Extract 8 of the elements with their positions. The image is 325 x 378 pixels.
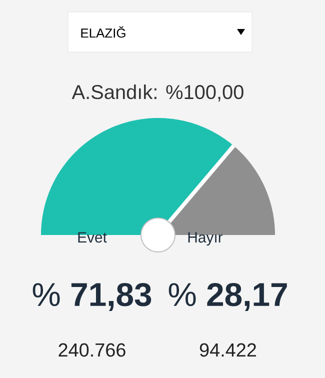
text: % 71,83: [32, 282, 152, 312]
chart-title: A.Sandık: %100,00: [72, 84, 244, 102]
slice-label: Hayır: [188, 232, 223, 246]
text: ELAZIĞ: [81, 26, 126, 38]
text: 240.766: [58, 343, 126, 357]
text: 94.422: [200, 343, 256, 357]
text: % 28,17: [168, 282, 287, 312]
slice-label: Evet: [78, 232, 107, 243]
